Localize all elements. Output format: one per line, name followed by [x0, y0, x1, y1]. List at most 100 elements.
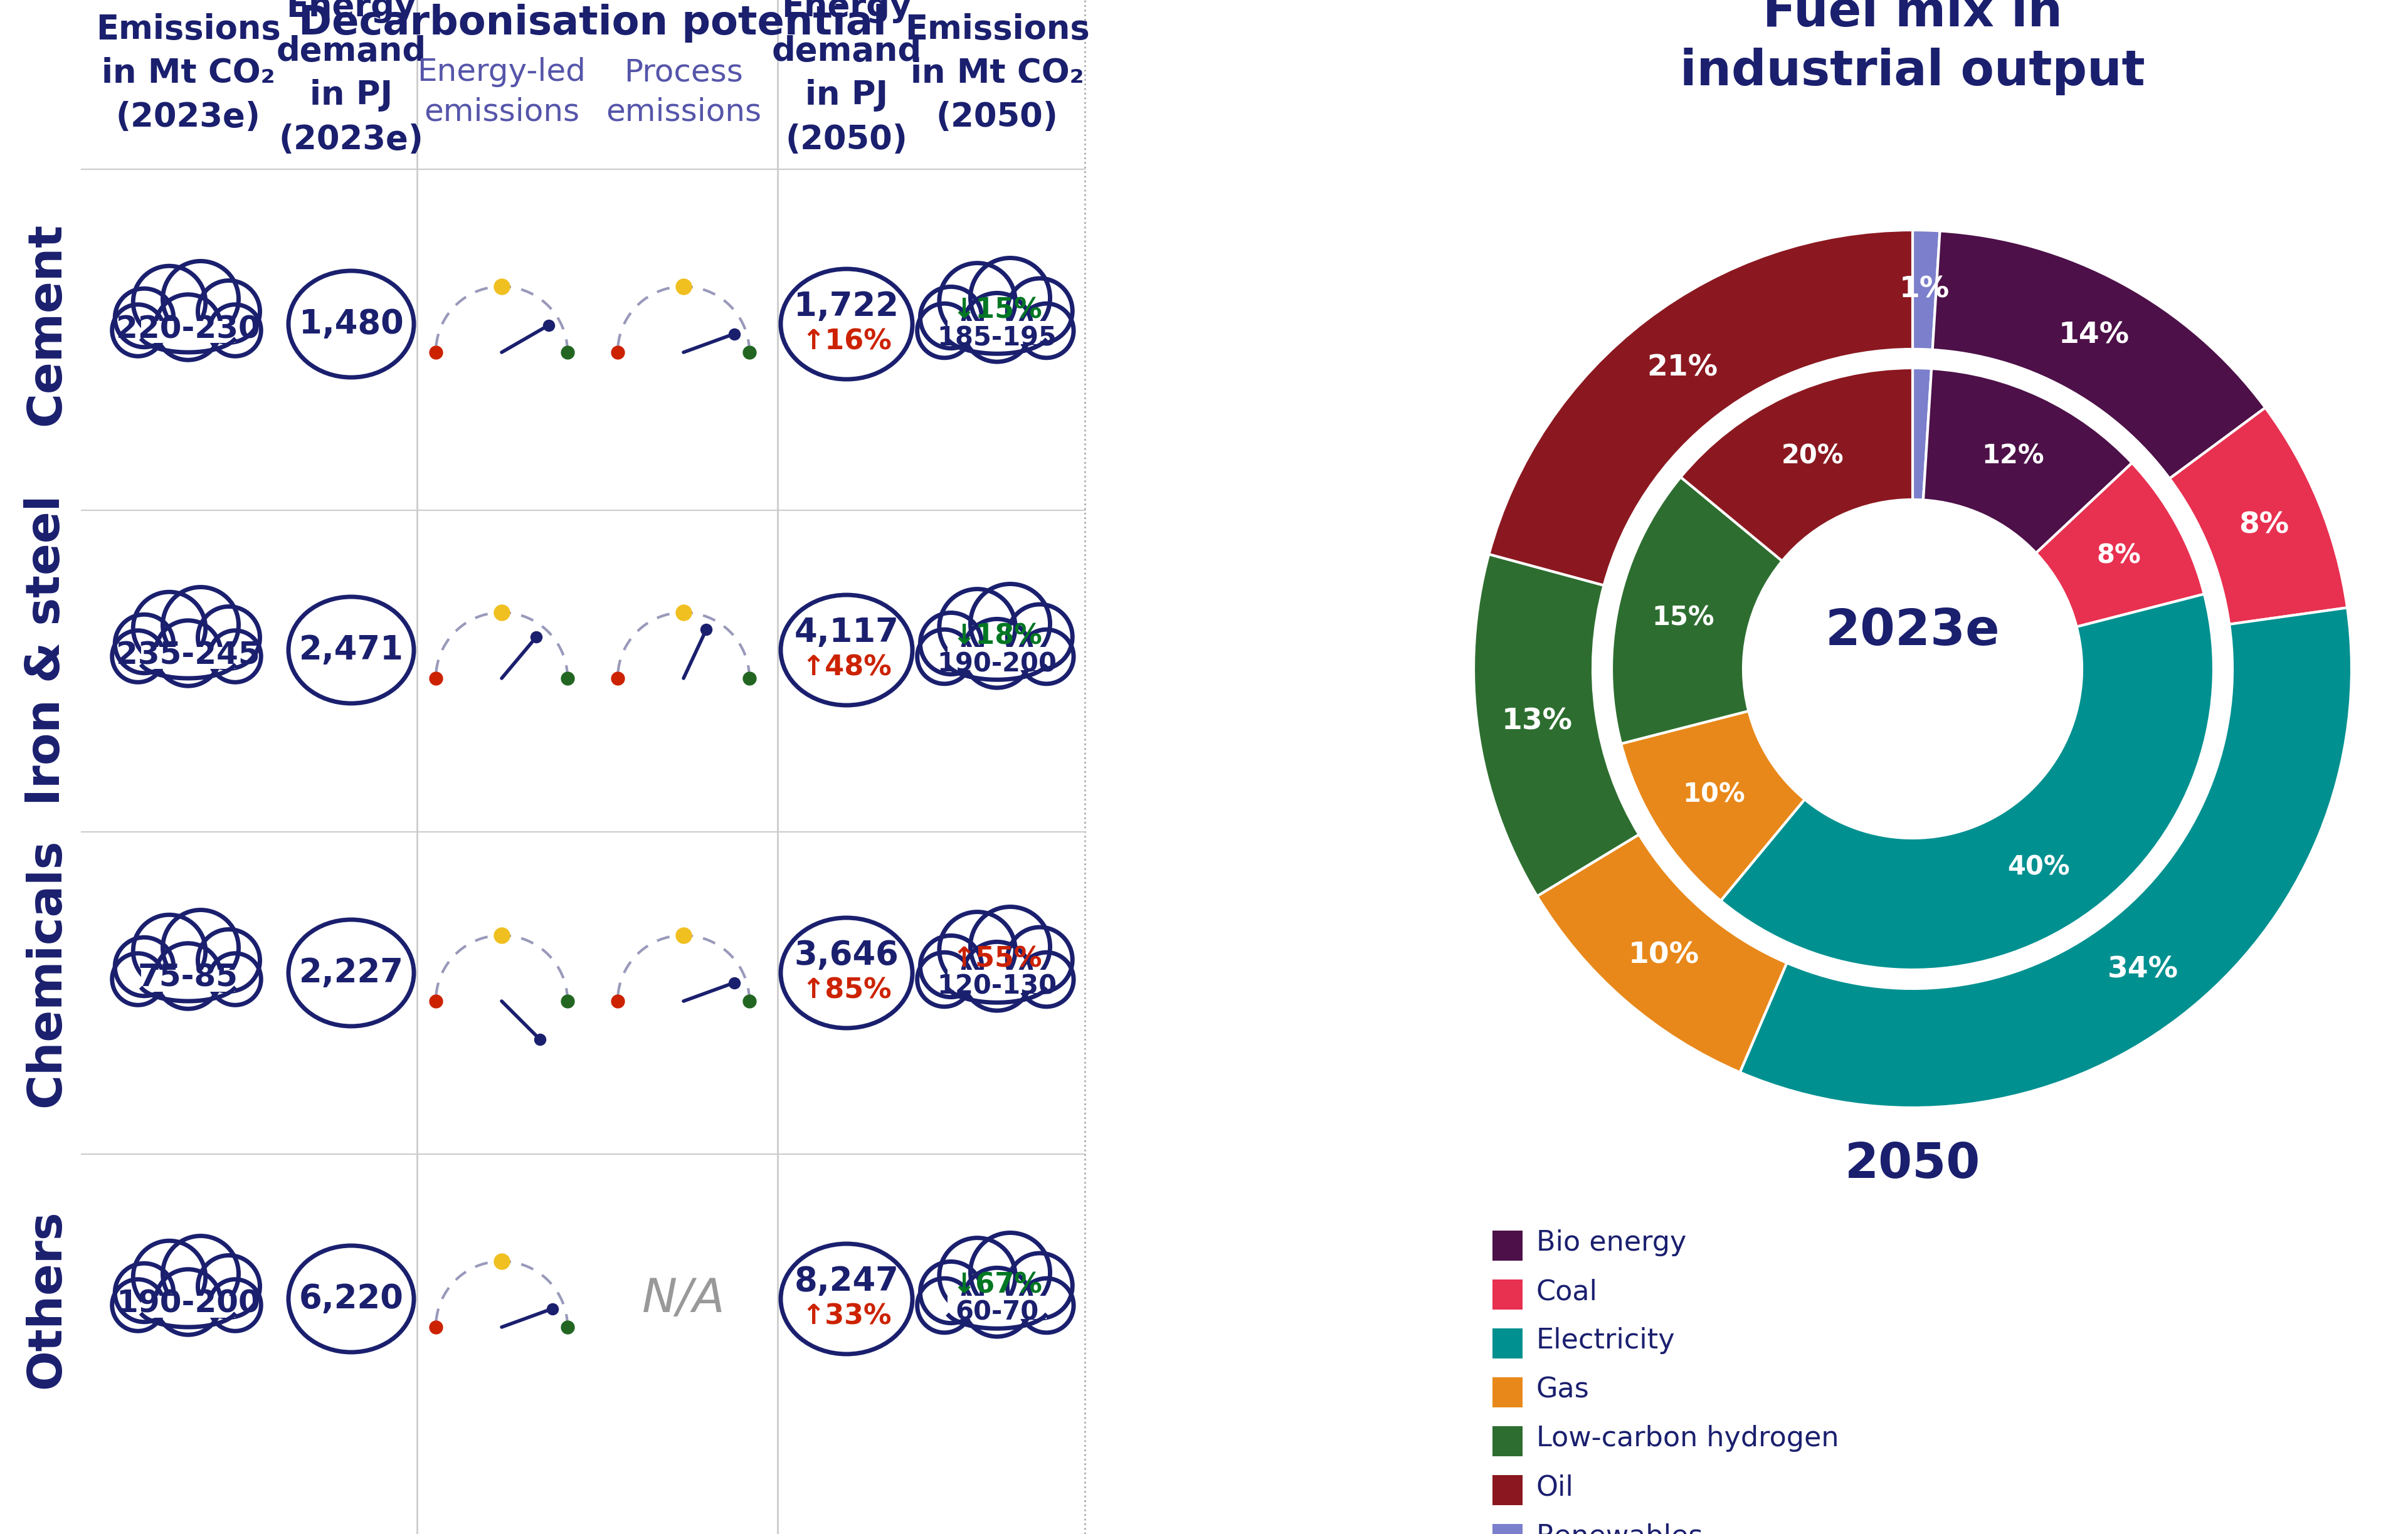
Text: 2,227: 2,227: [299, 957, 405, 989]
Wedge shape: [1611, 477, 1782, 744]
Circle shape: [920, 1261, 982, 1324]
Text: 6,220: 6,220: [299, 1282, 405, 1315]
Text: 2023e: 2023e: [1825, 607, 2001, 655]
Text: Renewables: Renewables: [1536, 1523, 1702, 1534]
Circle shape: [970, 1233, 1050, 1313]
Text: Fuel mix in
industrial output: Fuel mix in industrial output: [1681, 0, 2146, 95]
Circle shape: [132, 265, 205, 339]
Text: 13%: 13%: [1503, 707, 1572, 736]
Text: 8%: 8%: [2097, 543, 2141, 569]
FancyBboxPatch shape: [1493, 1523, 1522, 1534]
Circle shape: [197, 1255, 260, 1318]
Circle shape: [209, 630, 260, 683]
Text: Bio energy: Bio energy: [1536, 1230, 1686, 1256]
Text: Process
emissions: Process emissions: [607, 57, 761, 127]
Text: Energy
demand
in PJ
(2050): Energy demand in PJ (2050): [771, 0, 922, 156]
Text: 15%: 15%: [1652, 604, 1714, 630]
Circle shape: [113, 305, 164, 356]
FancyBboxPatch shape: [1493, 1279, 1522, 1310]
Circle shape: [116, 1264, 173, 1322]
Text: 40%: 40%: [2008, 854, 2071, 881]
Circle shape: [113, 953, 164, 1005]
Text: 12%: 12%: [1982, 443, 2044, 469]
Ellipse shape: [289, 272, 414, 377]
FancyBboxPatch shape: [1493, 1378, 1522, 1407]
Wedge shape: [1722, 594, 2213, 969]
Text: ↑16%: ↑16%: [802, 328, 891, 356]
Circle shape: [157, 1269, 222, 1335]
Ellipse shape: [289, 920, 414, 1026]
Circle shape: [164, 1236, 238, 1312]
Text: 220-230: 220-230: [116, 314, 260, 344]
Circle shape: [970, 584, 1050, 664]
Text: 20%: 20%: [1782, 443, 1845, 469]
Text: Emissions
in Mt CO₂
(2023e): Emissions in Mt CO₂ (2023e): [96, 12, 282, 133]
Ellipse shape: [780, 595, 913, 706]
Circle shape: [116, 615, 173, 673]
Circle shape: [1019, 1278, 1074, 1333]
Circle shape: [164, 588, 238, 663]
Circle shape: [113, 630, 164, 683]
FancyBboxPatch shape: [1493, 1328, 1522, 1359]
Text: 185-195: 185-195: [937, 325, 1057, 351]
Text: 1,480: 1,480: [299, 308, 405, 341]
Wedge shape: [1536, 834, 1787, 1072]
Bar: [142, 1296, 236, 1318]
Circle shape: [939, 1238, 1016, 1315]
Text: ↑48%: ↑48%: [802, 653, 891, 681]
Ellipse shape: [289, 597, 414, 704]
Wedge shape: [2037, 463, 2203, 627]
Bar: [949, 647, 1047, 670]
Text: 75-85: 75-85: [137, 963, 238, 992]
Text: 235-245: 235-245: [116, 640, 260, 670]
Circle shape: [917, 304, 970, 357]
Text: ↓67%: ↓67%: [951, 1272, 1043, 1299]
Text: Iron & steel: Iron & steel: [24, 495, 70, 805]
Text: 8,247: 8,247: [795, 1266, 898, 1298]
Text: 1%: 1%: [1900, 276, 1950, 304]
Circle shape: [1019, 953, 1074, 1006]
Circle shape: [132, 1241, 205, 1313]
Ellipse shape: [780, 268, 913, 379]
Text: ↑55%: ↑55%: [951, 945, 1043, 973]
Ellipse shape: [780, 917, 913, 1028]
Circle shape: [197, 606, 260, 669]
Text: Emissions
in Mt CO₂
(2050): Emissions in Mt CO₂ (2050): [905, 12, 1088, 133]
Text: 10%: 10%: [1683, 782, 1746, 808]
Circle shape: [1007, 604, 1072, 669]
FancyBboxPatch shape: [1493, 1427, 1522, 1456]
Text: ↑33%: ↑33%: [802, 1302, 891, 1330]
Bar: [142, 969, 236, 992]
Circle shape: [157, 620, 222, 686]
Text: 21%: 21%: [1647, 354, 1717, 382]
Circle shape: [132, 914, 205, 988]
Circle shape: [963, 1267, 1031, 1336]
Text: 2,471: 2,471: [299, 634, 405, 666]
Wedge shape: [1474, 554, 1640, 896]
Circle shape: [197, 281, 260, 342]
Circle shape: [939, 589, 1016, 666]
Circle shape: [164, 261, 238, 337]
Text: Oil: Oil: [1536, 1474, 1575, 1502]
Ellipse shape: [289, 1246, 414, 1351]
Bar: [142, 647, 236, 669]
Text: ↑85%: ↑85%: [802, 977, 891, 1003]
Text: Electricity: Electricity: [1536, 1327, 1676, 1355]
Text: Coal: Coal: [1536, 1278, 1599, 1305]
Circle shape: [917, 1278, 970, 1333]
FancyBboxPatch shape: [1493, 1230, 1522, 1261]
Circle shape: [1007, 278, 1072, 344]
Text: Cement: Cement: [24, 222, 70, 426]
Circle shape: [963, 293, 1031, 362]
Text: Energy-led
emissions: Energy-led emissions: [417, 57, 585, 127]
Circle shape: [939, 911, 1016, 988]
Circle shape: [1007, 1253, 1072, 1318]
Text: 10%: 10%: [1628, 940, 1700, 969]
Bar: [142, 321, 236, 344]
Circle shape: [164, 910, 238, 986]
Circle shape: [197, 930, 260, 991]
Text: 3,646: 3,646: [795, 939, 898, 971]
Text: 2050: 2050: [1845, 1140, 1979, 1187]
Circle shape: [116, 288, 173, 347]
Circle shape: [157, 295, 222, 360]
